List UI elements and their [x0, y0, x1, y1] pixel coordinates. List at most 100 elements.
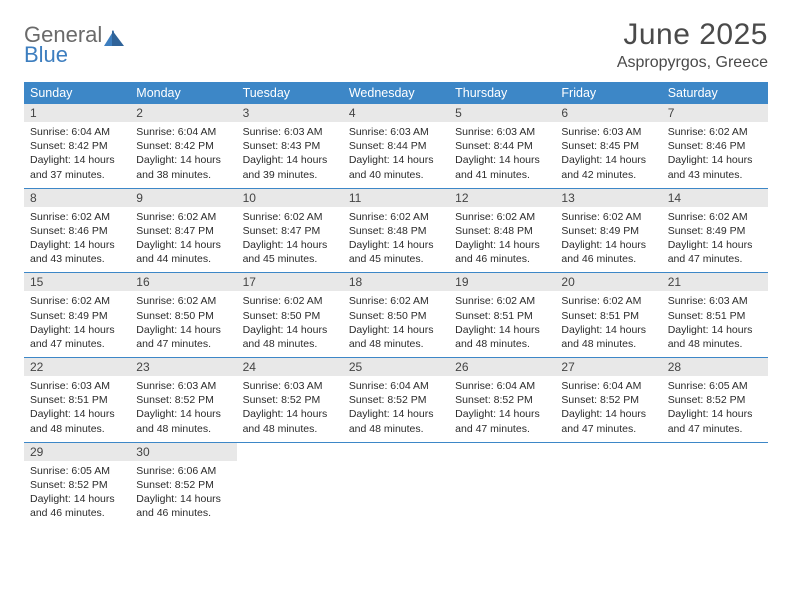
sunrise-text: Sunrise: 6:04 AM [349, 379, 443, 393]
calendar-day: 20Sunrise: 6:02 AMSunset: 8:51 PMDayligh… [555, 273, 661, 357]
calendar-week: 8Sunrise: 6:02 AMSunset: 8:46 PMDaylight… [24, 189, 768, 274]
dow-monday: Monday [130, 82, 236, 104]
sunrise-text: Sunrise: 6:02 AM [30, 210, 124, 224]
day-details: Sunrise: 6:02 AMSunset: 8:49 PMDaylight:… [555, 207, 661, 273]
logo-text: General Blue [24, 24, 102, 66]
sunrise-text: Sunrise: 6:04 AM [455, 379, 549, 393]
calendar-week: 1Sunrise: 6:04 AMSunset: 8:42 PMDaylight… [24, 104, 768, 189]
daylight-line2: and 47 minutes. [668, 422, 762, 436]
day-details: Sunrise: 6:02 AMSunset: 8:51 PMDaylight:… [449, 291, 555, 357]
day-number: 16 [130, 273, 236, 291]
sunset-text: Sunset: 8:52 PM [136, 393, 230, 407]
day-details: Sunrise: 6:02 AMSunset: 8:48 PMDaylight:… [449, 207, 555, 273]
sunrise-text: Sunrise: 6:02 AM [243, 210, 337, 224]
day-number: 30 [130, 443, 236, 461]
day-number: 15 [24, 273, 130, 291]
calendar-day: 23Sunrise: 6:03 AMSunset: 8:52 PMDayligh… [130, 358, 236, 442]
daylight-line1: Daylight: 14 hours [243, 153, 337, 167]
sunset-text: Sunset: 8:51 PM [668, 309, 762, 323]
daylight-line2: and 48 minutes. [668, 337, 762, 351]
daylight-line1: Daylight: 14 hours [30, 407, 124, 421]
day-number: 14 [662, 189, 768, 207]
sunset-text: Sunset: 8:52 PM [349, 393, 443, 407]
daylight-line1: Daylight: 14 hours [668, 407, 762, 421]
sunrise-text: Sunrise: 6:05 AM [668, 379, 762, 393]
calendar-day: 29Sunrise: 6:05 AMSunset: 8:52 PMDayligh… [24, 443, 130, 527]
day-number: 4 [343, 104, 449, 122]
daylight-line1: Daylight: 14 hours [349, 323, 443, 337]
daylight-line1: Daylight: 14 hours [668, 153, 762, 167]
daylight-line2: and 48 minutes. [455, 337, 549, 351]
dow-saturday: Saturday [662, 82, 768, 104]
day-number: 24 [237, 358, 343, 376]
daylight-line2: and 44 minutes. [136, 252, 230, 266]
daylight-line2: and 40 minutes. [349, 168, 443, 182]
day-number: 8 [24, 189, 130, 207]
day-details: Sunrise: 6:02 AMSunset: 8:50 PMDaylight:… [130, 291, 236, 357]
calendar-day: 24Sunrise: 6:03 AMSunset: 8:52 PMDayligh… [237, 358, 343, 442]
daylight-line2: and 37 minutes. [30, 168, 124, 182]
calendar-grid: Sunday Monday Tuesday Wednesday Thursday… [24, 82, 768, 526]
day-details: Sunrise: 6:02 AMSunset: 8:47 PMDaylight:… [237, 207, 343, 273]
sunset-text: Sunset: 8:50 PM [349, 309, 443, 323]
daylight-line1: Daylight: 14 hours [243, 238, 337, 252]
calendar-day: 10Sunrise: 6:02 AMSunset: 8:47 PMDayligh… [237, 189, 343, 273]
logo: General Blue [24, 18, 124, 66]
day-details [237, 447, 343, 505]
sunset-text: Sunset: 8:50 PM [136, 309, 230, 323]
sunset-text: Sunset: 8:42 PM [30, 139, 124, 153]
sunrise-text: Sunrise: 6:03 AM [243, 125, 337, 139]
calendar-day: 2Sunrise: 6:04 AMSunset: 8:42 PMDaylight… [130, 104, 236, 188]
daylight-line1: Daylight: 14 hours [30, 153, 124, 167]
sunset-text: Sunset: 8:47 PM [243, 224, 337, 238]
day-details: Sunrise: 6:03 AMSunset: 8:52 PMDaylight:… [130, 376, 236, 442]
sunrise-text: Sunrise: 6:03 AM [30, 379, 124, 393]
day-details: Sunrise: 6:04 AMSunset: 8:42 PMDaylight:… [24, 122, 130, 188]
calendar-day: 7Sunrise: 6:02 AMSunset: 8:46 PMDaylight… [662, 104, 768, 188]
daylight-line1: Daylight: 14 hours [136, 323, 230, 337]
day-number: 17 [237, 273, 343, 291]
day-number: 21 [662, 273, 768, 291]
daylight-line2: and 48 minutes. [561, 337, 655, 351]
daylight-line2: and 48 minutes. [136, 422, 230, 436]
day-details: Sunrise: 6:03 AMSunset: 8:44 PMDaylight:… [449, 122, 555, 188]
day-number: 9 [130, 189, 236, 207]
calendar-day [662, 443, 768, 527]
daylight-line2: and 47 minutes. [455, 422, 549, 436]
daylight-line1: Daylight: 14 hours [136, 153, 230, 167]
dow-wednesday: Wednesday [343, 82, 449, 104]
calendar-day: 14Sunrise: 6:02 AMSunset: 8:49 PMDayligh… [662, 189, 768, 273]
calendar-day: 25Sunrise: 6:04 AMSunset: 8:52 PMDayligh… [343, 358, 449, 442]
sunset-text: Sunset: 8:48 PM [455, 224, 549, 238]
day-number: 13 [555, 189, 661, 207]
calendar-day: 3Sunrise: 6:03 AMSunset: 8:43 PMDaylight… [237, 104, 343, 188]
day-details: Sunrise: 6:03 AMSunset: 8:52 PMDaylight:… [237, 376, 343, 442]
calendar-day: 11Sunrise: 6:02 AMSunset: 8:48 PMDayligh… [343, 189, 449, 273]
sunset-text: Sunset: 8:42 PM [136, 139, 230, 153]
sunrise-text: Sunrise: 6:03 AM [349, 125, 443, 139]
day-number: 29 [24, 443, 130, 461]
day-details: Sunrise: 6:02 AMSunset: 8:46 PMDaylight:… [24, 207, 130, 273]
calendar-day [449, 443, 555, 527]
dow-thursday: Thursday [449, 82, 555, 104]
calendar-day: 6Sunrise: 6:03 AMSunset: 8:45 PMDaylight… [555, 104, 661, 188]
day-of-week-header: Sunday Monday Tuesday Wednesday Thursday… [24, 82, 768, 104]
sunset-text: Sunset: 8:48 PM [349, 224, 443, 238]
sunrise-text: Sunrise: 6:03 AM [668, 294, 762, 308]
daylight-line2: and 46 minutes. [561, 252, 655, 266]
sunset-text: Sunset: 8:50 PM [243, 309, 337, 323]
daylight-line1: Daylight: 14 hours [136, 492, 230, 506]
sunset-text: Sunset: 8:43 PM [243, 139, 337, 153]
calendar-day: 15Sunrise: 6:02 AMSunset: 8:49 PMDayligh… [24, 273, 130, 357]
sunrise-text: Sunrise: 6:02 AM [561, 210, 655, 224]
sunset-text: Sunset: 8:51 PM [561, 309, 655, 323]
day-details: Sunrise: 6:02 AMSunset: 8:50 PMDaylight:… [237, 291, 343, 357]
daylight-line2: and 46 minutes. [30, 506, 124, 520]
day-details: Sunrise: 6:03 AMSunset: 8:43 PMDaylight:… [237, 122, 343, 188]
day-number: 1 [24, 104, 130, 122]
calendar-day: 22Sunrise: 6:03 AMSunset: 8:51 PMDayligh… [24, 358, 130, 442]
day-details: Sunrise: 6:03 AMSunset: 8:51 PMDaylight:… [24, 376, 130, 442]
sunrise-text: Sunrise: 6:06 AM [136, 464, 230, 478]
daylight-line1: Daylight: 14 hours [561, 238, 655, 252]
daylight-line2: and 46 minutes. [455, 252, 549, 266]
